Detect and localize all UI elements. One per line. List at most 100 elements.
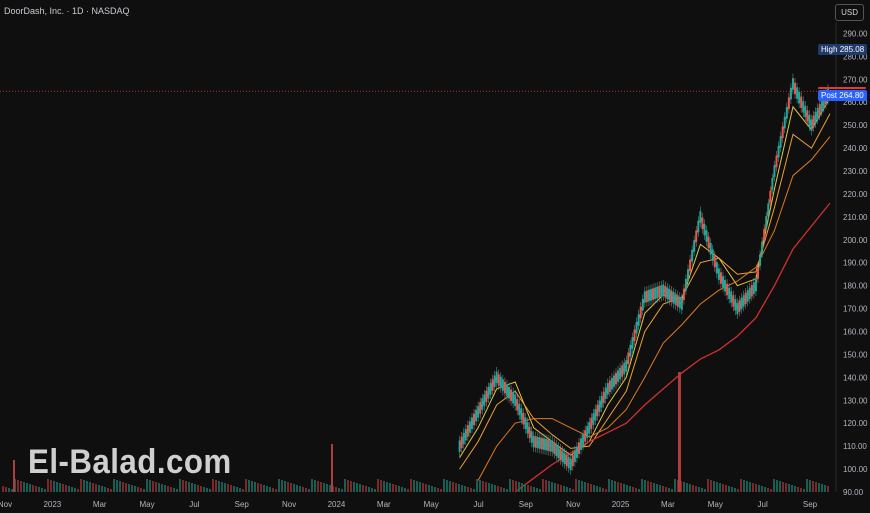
volume-bar	[599, 487, 601, 492]
y-tick-label: 120.00	[843, 419, 868, 428]
candle-body	[483, 394, 486, 407]
candle-body	[738, 300, 741, 312]
candle-body	[781, 126, 784, 139]
candle-body	[619, 367, 622, 380]
volume-bar	[533, 487, 535, 492]
candle-body	[623, 362, 626, 375]
y-tick-label: 180.00	[843, 282, 868, 291]
volume-bar	[365, 486, 367, 492]
volume-bar	[386, 482, 388, 492]
volume-bar	[128, 484, 130, 492]
volume-bar	[218, 481, 220, 492]
candle-body	[652, 288, 655, 300]
volume-bar	[137, 487, 139, 492]
volume-bar	[644, 480, 646, 492]
volume-bar	[662, 486, 664, 492]
candle-body	[668, 289, 671, 301]
volume-bar	[605, 489, 607, 492]
candle-body	[522, 412, 525, 425]
x-tick-label: Jul	[189, 500, 199, 509]
candle-body	[804, 105, 807, 118]
volume-bar	[320, 482, 322, 492]
volume-bar	[569, 488, 571, 492]
candle-body	[703, 223, 706, 236]
candle-body	[752, 282, 755, 294]
volume-bar	[248, 480, 250, 492]
volume-bar	[776, 480, 778, 492]
currency-button[interactable]: USD	[835, 4, 864, 21]
volume-bar	[215, 480, 217, 492]
candle-body	[508, 386, 511, 399]
candle-body	[742, 295, 745, 307]
candle-body	[545, 438, 548, 451]
candle-body	[676, 295, 679, 307]
volume-bar	[512, 480, 514, 492]
volume-bar	[149, 480, 151, 492]
volume-bar	[578, 480, 580, 492]
candle-body	[649, 289, 652, 301]
volume-bar	[17, 480, 19, 492]
volume-bar	[44, 489, 46, 492]
series-line	[459, 113, 831, 470]
volume-bar	[572, 489, 574, 492]
volume-bar	[692, 485, 694, 492]
volume-bar	[401, 487, 403, 492]
volume-bar	[509, 479, 511, 492]
candle-body	[637, 314, 640, 326]
volume-bar	[302, 487, 304, 492]
x-tick-label: 2024	[328, 500, 346, 509]
volume-bar	[65, 485, 67, 492]
candle-body	[520, 408, 523, 420]
volume-bar	[797, 487, 799, 492]
volume-bar	[734, 488, 736, 492]
candle-body	[462, 432, 465, 445]
volume-bar	[791, 485, 793, 492]
volume-bar	[269, 487, 271, 492]
candle-body	[707, 236, 710, 249]
volume-bar	[254, 482, 256, 492]
volume-bar	[245, 479, 247, 492]
volume-bar	[356, 483, 358, 492]
candle-body	[800, 96, 803, 108]
volume-bar	[740, 479, 742, 492]
volume-bar	[425, 484, 427, 492]
candle-body	[475, 409, 478, 422]
candle-body	[693, 240, 696, 252]
candle-body	[697, 220, 700, 233]
volume-bar	[707, 479, 709, 492]
candle-body	[687, 269, 690, 281]
candle-body	[458, 440, 461, 452]
y-tick-label: 220.00	[843, 190, 868, 199]
y-tick-label: 130.00	[843, 396, 868, 405]
volume-bar	[335, 487, 337, 492]
candle-body	[728, 287, 731, 300]
candle-body	[464, 428, 467, 441]
candle-body	[806, 110, 809, 122]
volume-bar	[785, 483, 787, 492]
volume-bar	[809, 480, 811, 492]
candle-body	[754, 279, 757, 292]
volume-bar	[767, 488, 769, 492]
candle-body	[495, 371, 498, 384]
volume-bar	[416, 481, 418, 492]
volume-bar	[575, 479, 577, 492]
volume-bar	[221, 482, 223, 492]
candle-body	[557, 446, 560, 458]
volume-bar	[107, 488, 109, 492]
volume-bar	[608, 479, 610, 492]
volume-bar	[653, 483, 655, 492]
volume-bar	[518, 482, 520, 492]
x-tick-label: Jul	[758, 500, 768, 509]
volume-bar	[194, 484, 196, 492]
volume-bar	[185, 481, 187, 492]
candle-body	[582, 434, 585, 446]
volume-bar	[617, 482, 619, 492]
volume-bar	[362, 485, 364, 492]
volume-bar	[521, 483, 523, 492]
volume-bar	[563, 486, 565, 492]
volume-bar	[338, 488, 340, 492]
volume-bar	[602, 488, 604, 492]
candle-body	[532, 435, 535, 448]
candle-body	[684, 278, 687, 291]
